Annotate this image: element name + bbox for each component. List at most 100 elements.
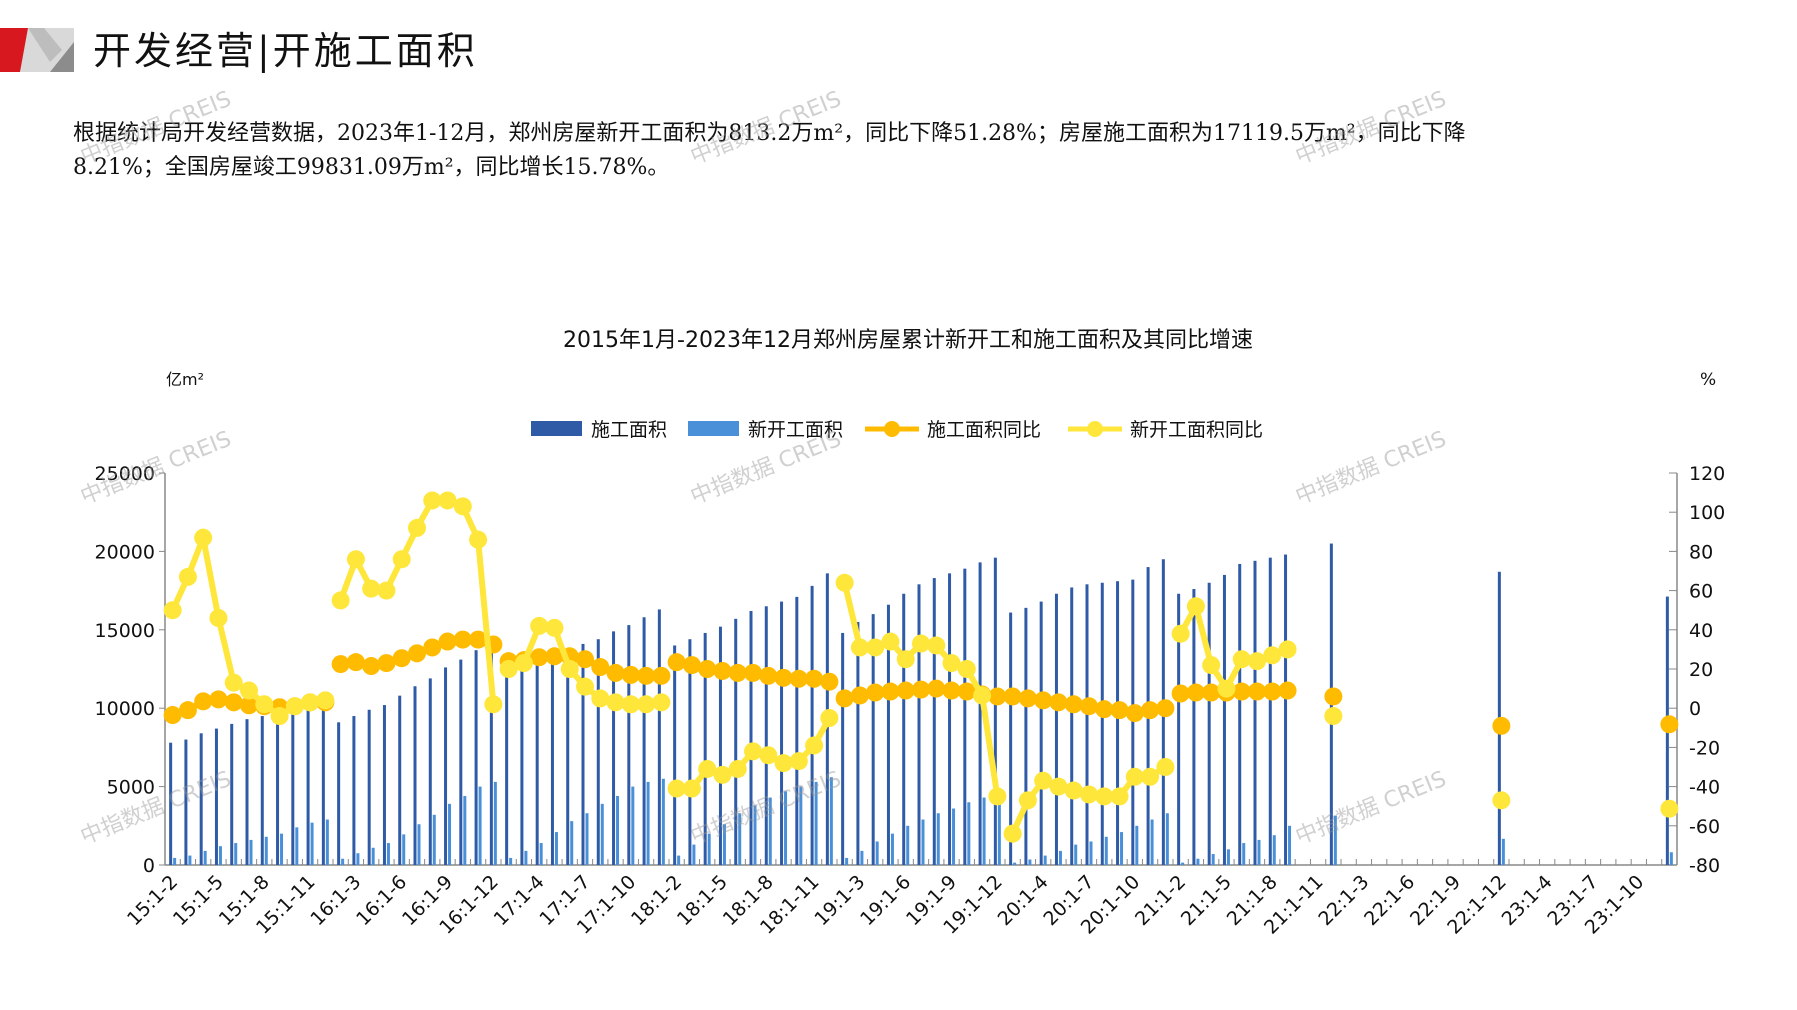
new-start-yoy-point xyxy=(377,581,396,600)
legend-label: 新开工面积同比 xyxy=(1130,419,1263,441)
new-start-yoy-point xyxy=(560,660,579,678)
new-start-yoy-point xyxy=(255,695,274,714)
summary-line-1: 根据统计局开发经营数据，2023年1-12月，郑州房屋新开工面积为813.2万m… xyxy=(73,121,1466,146)
new-start-yoy-point xyxy=(805,736,824,755)
new-start-area-bar xyxy=(921,819,925,865)
new-start-yoy-point xyxy=(881,632,900,651)
new-start-yoy-point xyxy=(637,695,656,714)
new-start-area-bar xyxy=(509,857,513,865)
new-start-area-bar xyxy=(386,843,390,865)
construction-area-bar xyxy=(902,593,906,865)
new-start-area-bar xyxy=(1333,815,1337,865)
construction-yoy-point xyxy=(1248,682,1266,701)
new-start-area-bar xyxy=(402,834,406,865)
new-start-yoy-point xyxy=(469,530,488,549)
new-start-yoy-point xyxy=(408,518,426,537)
construction-yoy-point xyxy=(1125,704,1144,723)
new-start-area-bar xyxy=(173,857,177,865)
construction-yoy-point xyxy=(1095,700,1114,719)
construction-area-bar xyxy=(550,656,554,865)
construction-yoy-point xyxy=(178,701,197,720)
new-start-area-bar xyxy=(814,781,818,865)
construction-yoy-point xyxy=(881,682,900,701)
new-start-area-bar xyxy=(768,797,772,865)
new-start-yoy-point xyxy=(438,491,457,510)
construction-area-bar xyxy=(1192,589,1196,865)
construction-yoy-point xyxy=(1141,701,1160,720)
right-tick-label: 40 xyxy=(1689,620,1713,642)
construction-yoy-point xyxy=(209,690,228,709)
new-start-area-bar xyxy=(493,781,497,865)
construction-yoy-point xyxy=(713,661,732,680)
construction-yoy-point xyxy=(530,648,549,667)
construction-yoy-point xyxy=(545,647,564,666)
new-start-area-bar xyxy=(325,819,329,865)
new-start-area-bar xyxy=(218,846,222,865)
left-tick-label: 10000 xyxy=(95,698,155,720)
new-start-area-bar xyxy=(524,850,528,865)
legend-item-0: 施工面积 xyxy=(531,419,667,441)
new-start-area-bar xyxy=(1028,859,1032,865)
construction-yoy-point xyxy=(1202,683,1221,702)
new-start-area-bar xyxy=(722,824,726,865)
construction-area-bar xyxy=(321,705,325,865)
x-tick-label: 17:1-4 xyxy=(490,871,549,930)
construction-area-bar xyxy=(886,604,890,865)
left-tick-label: 25000 xyxy=(95,463,155,485)
new-start-area-bar xyxy=(432,814,436,865)
construction-area-bar xyxy=(505,675,509,865)
new-start-yoy-point xyxy=(392,550,411,569)
new-start-yoy-point xyxy=(973,686,992,705)
new-start-area-bar xyxy=(280,833,284,865)
new-start-area-bar xyxy=(1272,835,1276,865)
new-start-yoy-point xyxy=(988,787,1007,806)
new-start-area-bar xyxy=(1089,841,1093,865)
right-tick-label: -20 xyxy=(1689,737,1720,759)
new-start-area-bar xyxy=(1058,850,1062,865)
new-start-yoy-point xyxy=(1660,799,1679,818)
new-start-yoy-point xyxy=(1080,785,1098,804)
new-start-yoy-point xyxy=(698,759,717,778)
construction-area-bar xyxy=(489,648,493,865)
new-start-yoy-point xyxy=(1156,758,1175,776)
new-start-yoy-point xyxy=(423,491,442,510)
new-start-area-bar xyxy=(600,803,604,865)
construction-area-bar xyxy=(413,686,417,865)
legend-marker xyxy=(884,421,900,437)
left-tick-label: 0 xyxy=(143,855,155,877)
new-start-area-bar xyxy=(784,791,788,865)
new-start-yoy-point xyxy=(1110,787,1129,806)
new-start-area-bar xyxy=(967,802,971,865)
x-tick-label: 18:1-2 xyxy=(627,871,686,930)
legend-label: 新开工面积 xyxy=(748,419,843,441)
construction-yoy-point xyxy=(423,638,442,657)
right-tick-label: 0 xyxy=(1689,698,1701,720)
new-start-area-bar xyxy=(249,839,253,865)
new-start-area-bar xyxy=(1242,843,1246,865)
new-start-area-bar xyxy=(1181,862,1185,865)
construction-area-bar xyxy=(535,662,539,865)
construction-yoy-point xyxy=(362,657,381,676)
new-start-yoy-point xyxy=(209,609,228,628)
construction-yoy-point xyxy=(392,649,411,668)
new-start-area-bar xyxy=(310,822,314,865)
x-tick-label: 16:1-6 xyxy=(352,871,411,930)
right-tick-label: 120 xyxy=(1689,463,1725,485)
new-start-area-bar xyxy=(1013,862,1017,865)
x-tick-label: 20:1-4 xyxy=(994,871,1053,930)
new-start-area-bar xyxy=(463,796,467,865)
construction-yoy-point xyxy=(1034,691,1053,710)
right-tick-label: -40 xyxy=(1689,777,1720,799)
construction-yoy-point xyxy=(576,650,594,669)
construction-area-bar xyxy=(444,667,448,865)
construction-area-bar xyxy=(1253,560,1257,865)
new-start-yoy-point xyxy=(530,616,549,635)
construction-yoy-point xyxy=(1110,701,1129,720)
construction-area-bar xyxy=(1039,601,1043,865)
construction-area-bar xyxy=(352,716,356,865)
new-start-yoy-point xyxy=(1217,679,1236,698)
construction-area-bar xyxy=(688,639,692,865)
new-start-area-bar xyxy=(661,778,665,865)
construction-area-bar xyxy=(1177,593,1181,865)
new-start-yoy-point xyxy=(1064,781,1083,800)
